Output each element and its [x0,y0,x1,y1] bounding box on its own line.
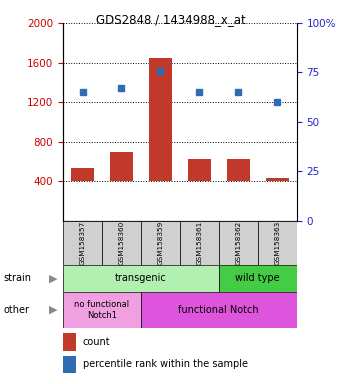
Text: GSM158360: GSM158360 [118,221,124,265]
Bar [63,356,76,373]
Bar [258,221,297,265]
Text: wild type: wild type [235,273,280,283]
Text: GSM158362: GSM158362 [235,221,241,265]
Text: GSM158361: GSM158361 [196,221,202,265]
Bar [188,159,211,181]
Bar [63,292,141,328]
Text: count: count [83,337,110,347]
Bar [180,221,219,265]
Bar [102,221,141,265]
Bar [149,58,172,181]
Bar [266,178,289,181]
Bar [219,265,297,292]
Bar [110,152,133,181]
Bar [141,221,180,265]
Text: strain: strain [3,273,31,283]
Bar [71,169,94,181]
Text: ▶: ▶ [49,273,57,283]
Bar [63,265,219,292]
Text: GDS2848 / 1434988_x_at: GDS2848 / 1434988_x_at [95,13,246,26]
Bar [219,221,258,265]
Text: transgenic: transgenic [115,273,167,283]
Bar [141,292,297,328]
Text: other: other [3,305,29,315]
Text: ▶: ▶ [49,305,57,315]
Text: functional Notch: functional Notch [178,305,259,315]
Bar [63,333,76,351]
Text: percentile rank within the sample: percentile rank within the sample [83,359,248,369]
Text: no functional
Notch1: no functional Notch1 [74,300,130,320]
Bar [63,221,102,265]
Text: GSM158357: GSM158357 [79,221,86,265]
Text: GSM158363: GSM158363 [274,221,280,265]
Bar [226,159,250,181]
Text: GSM158359: GSM158359 [158,221,163,265]
